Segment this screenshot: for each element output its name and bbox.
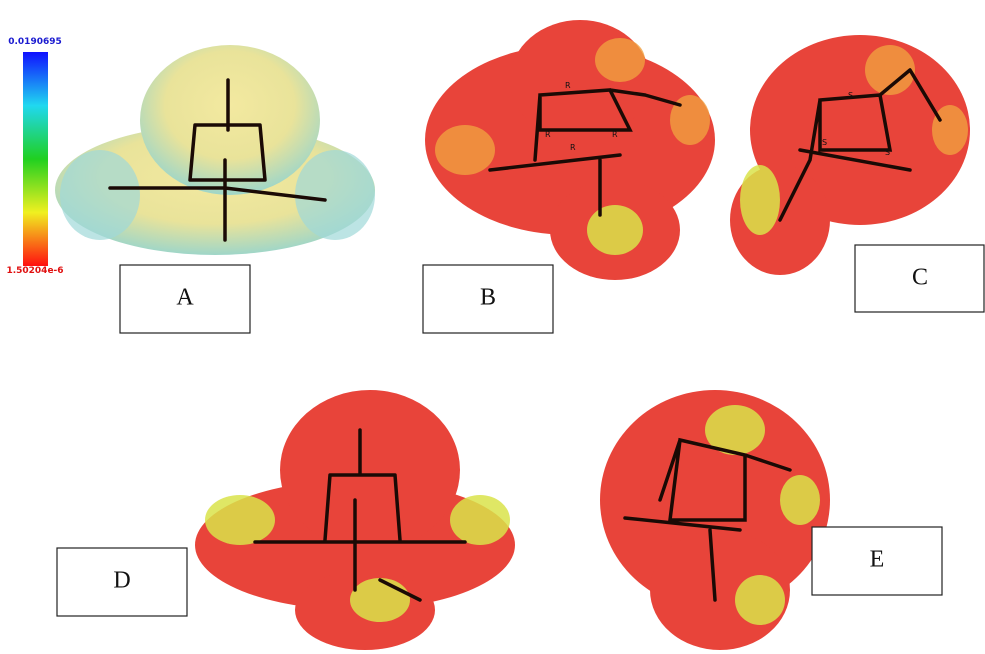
figure: 0.0190695 1.50204e-6 R R R R S S S xyxy=(0,0,985,654)
colorbar-max: 0.0190695 xyxy=(8,37,62,47)
colorbar-min: 1.50204e-6 xyxy=(6,266,63,276)
molecule-b: R R R R xyxy=(425,20,715,280)
panel-label: A xyxy=(176,285,194,311)
panel-label: D xyxy=(113,568,130,594)
atom-label: S xyxy=(848,91,853,100)
atom-label: S xyxy=(885,148,890,157)
atom-label: S xyxy=(822,138,827,147)
colorbar xyxy=(23,52,48,266)
atom-label: R xyxy=(565,81,571,90)
panel-label: B xyxy=(480,285,496,311)
molecule-c: S S S xyxy=(730,35,970,275)
panel-label: E xyxy=(870,547,885,573)
molecule-d xyxy=(195,390,515,650)
atom-label: R xyxy=(570,143,576,152)
molecule-a xyxy=(55,45,375,255)
panel-label: C xyxy=(912,265,928,291)
atom-label: R xyxy=(545,130,551,139)
molecule-e xyxy=(600,390,830,650)
atom-label: R xyxy=(612,130,618,139)
